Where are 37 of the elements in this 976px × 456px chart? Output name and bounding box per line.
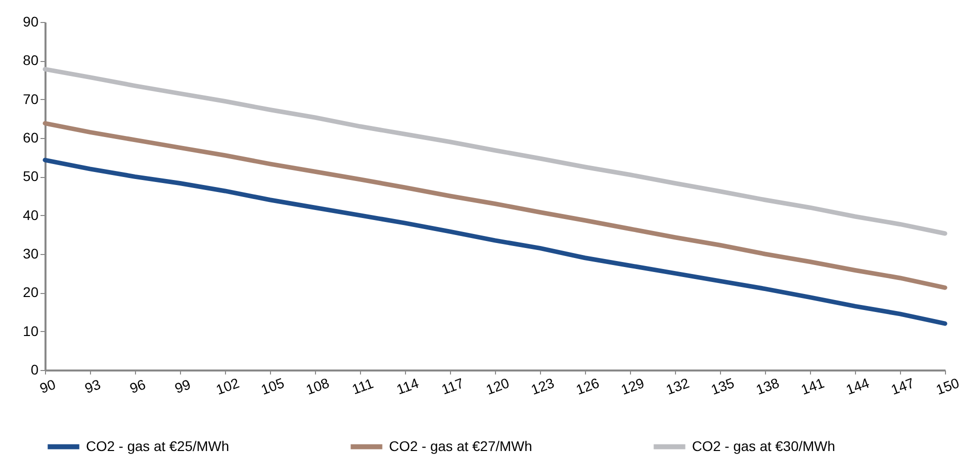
x-tick-label: 102 [214,374,242,398]
y-tick-label: 80 [22,52,39,68]
x-tick-label: 129 [618,374,646,398]
y-tick-label: 90 [22,14,39,30]
line-series [42,66,948,236]
x-tick-label: 138 [754,374,782,398]
x-tick-label: 114 [394,374,421,398]
y-tick-label: 40 [22,206,39,223]
x-tick-label: 147 [888,374,916,398]
x-tick-label: 99 [172,376,193,396]
x-tick-label: 135 [708,374,736,398]
x-tick-label: 144 [844,374,872,398]
line-series [42,121,948,290]
x-tick-label: 141 [798,374,826,398]
x-tick-label: 111 [350,374,376,398]
y-tick-label: 0 [30,362,39,378]
x-tick-label: 126 [574,374,602,398]
y-tick-label: 50 [22,168,39,184]
y-tick-label: 60 [22,130,39,146]
x-tick-label: 105 [258,374,286,398]
legend-label: CO2 - gas at €30/MWh [692,438,836,454]
x-tick-label: 120 [484,374,512,398]
x-tick-label: 123 [528,374,556,398]
y-tick-label: 70 [22,90,39,107]
x-tick-label: 132 [664,374,692,398]
x-tick-label: 96 [127,376,148,396]
x-tick-label: 150 [934,374,962,398]
x-tick-label: 93 [82,376,103,396]
x-tick-label: 90 [37,376,58,396]
y-tick-label: 10 [22,322,39,339]
legend-label: CO2 - gas at €25/MWh [86,438,230,454]
x-tick-label: 117 [439,374,466,398]
y-tick-label: 20 [22,284,39,300]
legend-label: CO2 - gas at €27/MWh [389,438,532,454]
x-tick-label: 108 [304,374,332,398]
line-series [42,158,948,326]
y-tick-label: 30 [22,246,39,262]
